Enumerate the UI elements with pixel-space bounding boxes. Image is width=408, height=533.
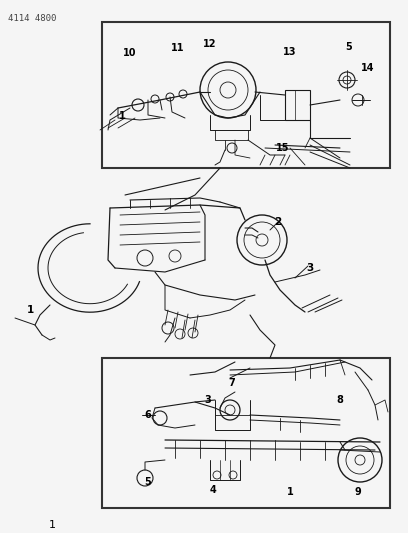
Bar xyxy=(285,90,310,120)
Text: 5: 5 xyxy=(144,477,151,487)
Text: 15: 15 xyxy=(276,143,290,153)
Text: 12: 12 xyxy=(203,39,217,49)
Text: 10: 10 xyxy=(123,48,137,58)
Text: 2: 2 xyxy=(274,217,282,227)
Text: 3: 3 xyxy=(306,263,314,273)
Bar xyxy=(102,358,390,508)
Text: 4114 4800: 4114 4800 xyxy=(8,14,56,23)
Text: 8: 8 xyxy=(337,395,344,405)
Text: 1: 1 xyxy=(119,111,125,121)
Text: 7: 7 xyxy=(228,378,235,388)
Text: 4: 4 xyxy=(210,485,216,495)
Text: 6: 6 xyxy=(144,410,151,420)
Text: 1: 1 xyxy=(287,487,293,497)
Text: 3: 3 xyxy=(205,395,211,405)
Text: 5: 5 xyxy=(346,42,353,52)
Text: 1: 1 xyxy=(27,305,33,315)
Text: 9: 9 xyxy=(355,487,361,497)
Text: 1: 1 xyxy=(49,520,55,530)
Text: 11: 11 xyxy=(171,43,185,53)
Bar xyxy=(102,22,390,168)
Text: 14: 14 xyxy=(361,63,375,73)
Text: 13: 13 xyxy=(283,47,297,57)
